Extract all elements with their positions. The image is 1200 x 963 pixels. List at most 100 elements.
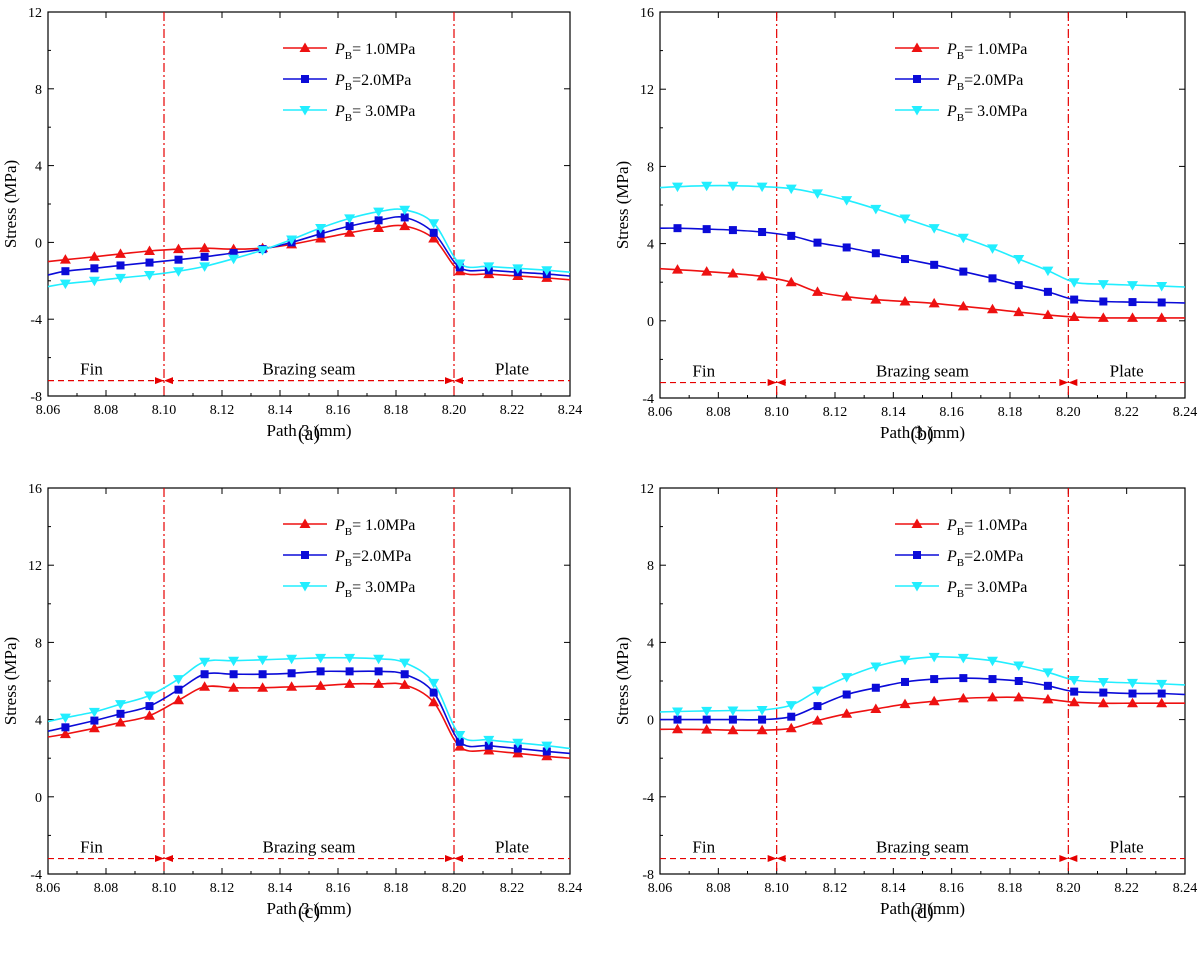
data-point [399, 220, 411, 231]
data-point [1156, 282, 1168, 292]
data-point [672, 723, 683, 734]
chart-panel-3: 8.06 8.08 8.10 8.12 8.14 8.16 8.18 8.20 8.22 8.24… [1, 482, 582, 923]
x-tick-label: 8.08 [706, 405, 731, 420]
y-tick-label: 4 [647, 238, 654, 253]
legend-label: PB= 3.0MPa [334, 103, 415, 124]
data-point [812, 189, 823, 199]
y-tick-label: 8 [35, 636, 42, 651]
data-point [957, 233, 969, 244]
plot-frame [659, 11, 1186, 399]
data-point [1156, 697, 1168, 708]
y-tick-label: 16 [28, 482, 42, 497]
data-point [1156, 312, 1168, 322]
legend-label: PB= 1.0MPa [334, 517, 415, 538]
data-point [727, 706, 739, 717]
data-point [1013, 661, 1025, 672]
data-point [1157, 689, 1166, 698]
data-point [1099, 688, 1108, 697]
y-axis-label: Stress (MPa) [1, 637, 20, 725]
y-tick-label: 16 [640, 6, 654, 21]
y-tick-label: 0 [647, 315, 654, 330]
data-point [199, 657, 211, 668]
y-tick-label: -8 [642, 868, 654, 883]
x-tick-label: 8.10 [152, 403, 177, 418]
data-point [90, 716, 99, 725]
data-point [928, 652, 940, 663]
arrow-head-right [1068, 855, 1078, 863]
panel-label: (b) [910, 423, 933, 445]
data-point [1097, 677, 1109, 688]
data-point [957, 300, 969, 311]
data-point [728, 715, 737, 724]
y-tick-label: 0 [647, 714, 654, 729]
data-point [428, 233, 440, 243]
y-tick-label: 12 [640, 482, 654, 497]
data-point [512, 747, 524, 758]
legend-label: PB=2.0MPa [334, 72, 411, 93]
legend-marker [299, 518, 311, 528]
x-tick-label: 8.06 [648, 405, 673, 420]
data-point [871, 683, 880, 692]
arrow-head-left [1059, 855, 1069, 863]
region-label: Brazing seam [876, 838, 969, 857]
panel-label: (a) [298, 423, 320, 445]
x-axis-label: Path 3 (mm) [267, 899, 352, 918]
plot-frame [47, 487, 571, 875]
data-point [1127, 678, 1138, 689]
x-tick-label: 8.12 [210, 881, 235, 896]
data-point [673, 715, 682, 724]
y-axis-label: Stress (MPa) [1, 160, 20, 248]
data-point [928, 695, 940, 706]
arrow-head-right [454, 377, 463, 385]
data-point [174, 255, 183, 264]
data-point [1013, 691, 1025, 702]
data-point [257, 655, 269, 666]
y-tick-label: 8 [647, 559, 654, 574]
y-tick-label: 8 [647, 160, 654, 175]
x-tick-label: 8.14 [881, 881, 906, 896]
data-point [61, 723, 70, 732]
data-point [959, 267, 968, 276]
data-point [286, 235, 298, 246]
data-point [344, 653, 356, 664]
data-point [841, 196, 853, 206]
y-tick-label: 0 [35, 791, 42, 806]
data-point [345, 667, 354, 676]
data-point [454, 741, 466, 751]
data-point [987, 244, 998, 254]
data-point [988, 274, 997, 283]
data-point [88, 251, 100, 261]
data-point [316, 229, 325, 238]
region-label: Plate [495, 838, 529, 857]
legend-marker [911, 106, 923, 116]
x-tick-label: 8.14 [268, 403, 293, 418]
x-tick-label: 8.08 [706, 881, 731, 896]
x-tick-label: 8.16 [326, 881, 351, 896]
data-point [1127, 281, 1138, 291]
data-point [174, 685, 183, 694]
data-point [1128, 298, 1137, 307]
data-point [315, 224, 327, 234]
region-label: Fin [80, 360, 103, 379]
data-point [901, 677, 909, 686]
data-point [899, 296, 911, 306]
arrow-head-left [155, 855, 164, 863]
data-point [373, 222, 385, 232]
data-point [701, 266, 713, 276]
data-point [429, 228, 438, 237]
legend-label: PB= 3.0MPa [334, 579, 415, 600]
y-tick-label: 12 [640, 83, 654, 98]
arrow-head-right [776, 379, 786, 387]
data-point [727, 724, 739, 735]
data-point [899, 214, 911, 225]
data-point [90, 264, 99, 273]
data-point [1127, 312, 1138, 322]
region-label: Brazing seam [876, 362, 969, 381]
data-point [428, 678, 440, 689]
chart-panel-1: 8.06 8.08 8.10 8.12 8.14 8.16 8.18 8.20 8.22 8.24… [1, 6, 582, 445]
data-point [173, 267, 184, 277]
data-point [61, 267, 70, 276]
arrow-head-left [445, 377, 454, 385]
region-label: Brazing seam [263, 360, 356, 379]
